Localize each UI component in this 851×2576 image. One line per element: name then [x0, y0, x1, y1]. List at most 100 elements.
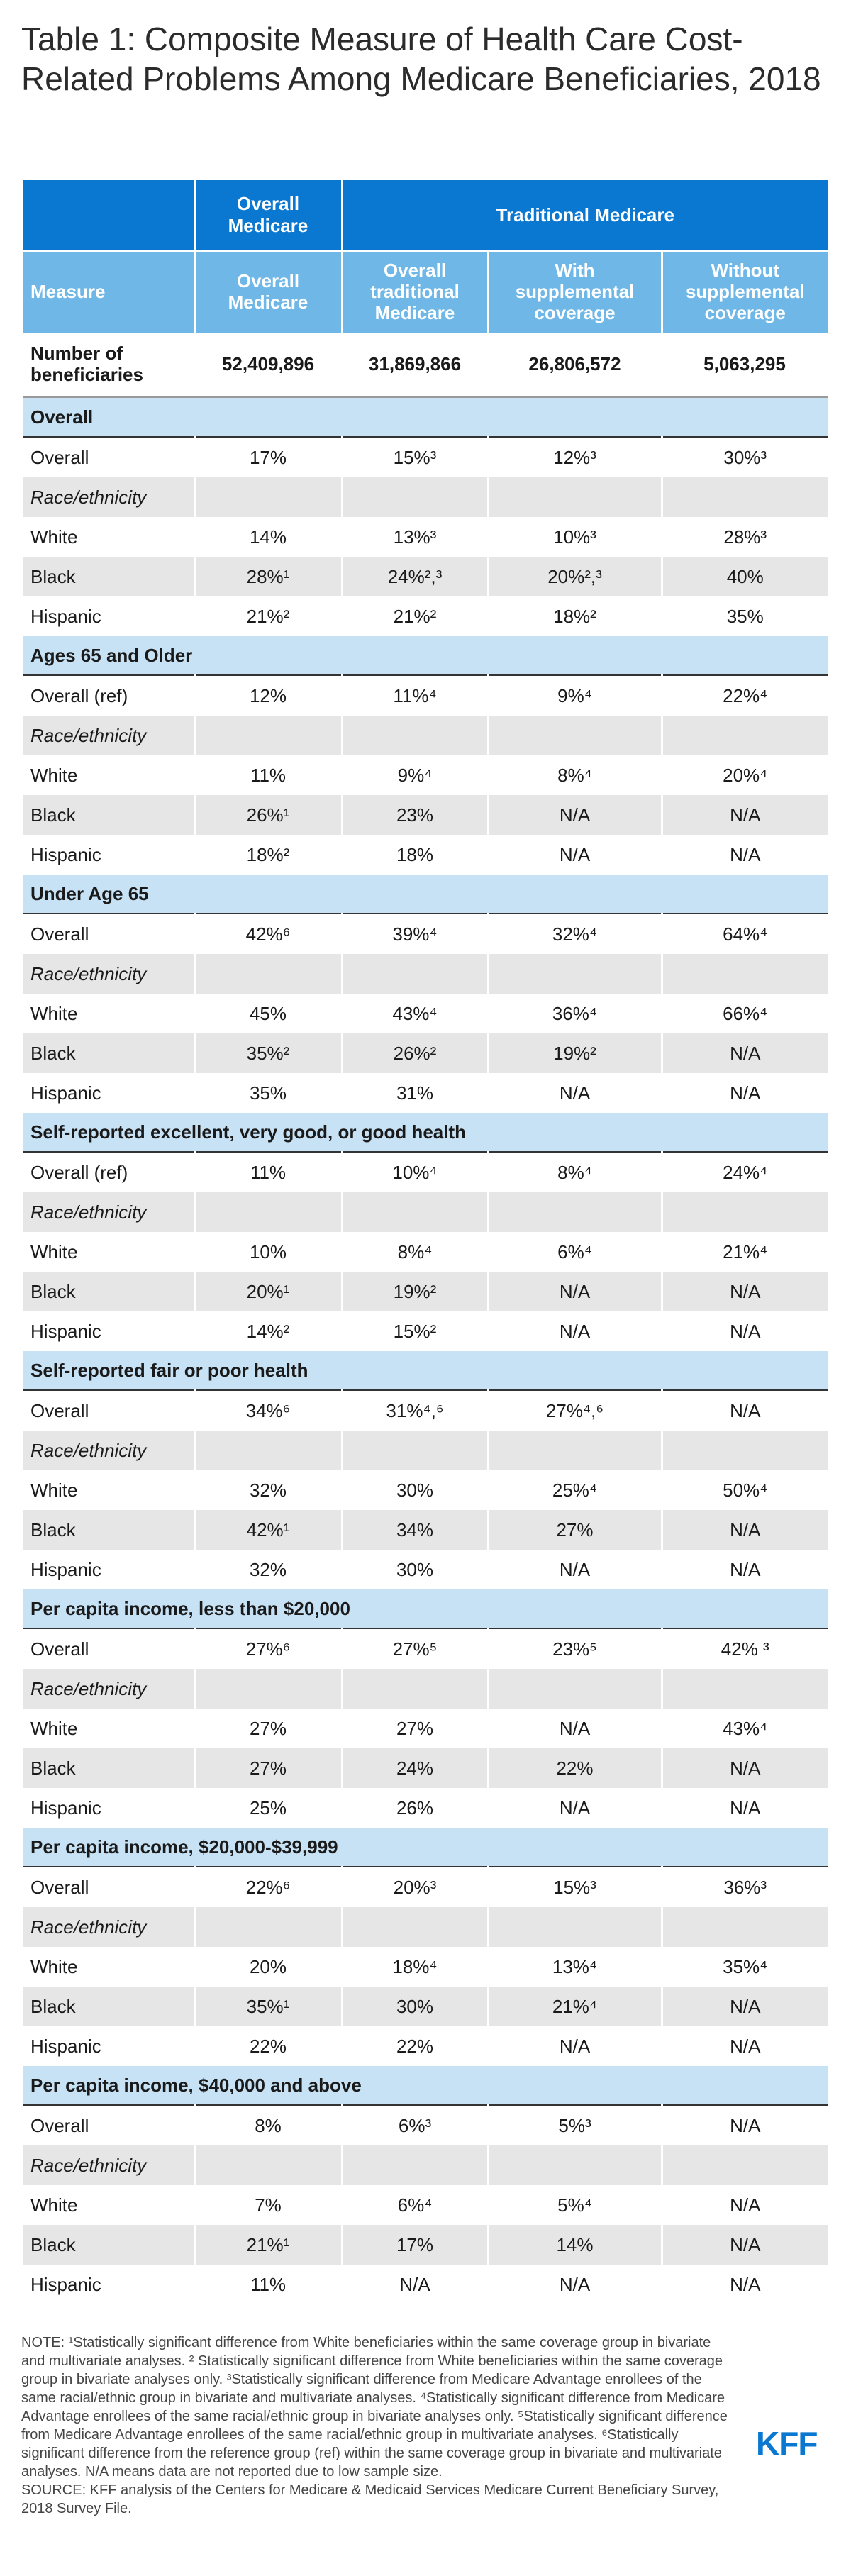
row-value: 42%⁶ — [193, 914, 342, 954]
row-value: 14% — [193, 517, 342, 557]
row-label: Black — [23, 795, 194, 835]
row-value: 27%⁶ — [193, 1628, 342, 1669]
section-title: Per capita income, less than $20,000 — [23, 1589, 828, 1629]
table-row: Race/ethnicity — [23, 716, 828, 755]
row-value: 12% — [193, 675, 342, 716]
row-label: Black — [23, 1987, 194, 2026]
row-value: 9%⁴ — [486, 675, 662, 716]
row-value: N/A — [660, 1748, 828, 1788]
row-label: White — [30, 526, 78, 548]
row-label: Overall (ref) — [30, 1161, 128, 1183]
row-value — [340, 716, 488, 755]
section-header-row: Self-reported fair or poor health — [23, 1351, 828, 1391]
beneficiaries-value: 5,063,295 — [662, 333, 828, 398]
row-value: 26%² — [340, 1033, 488, 1073]
header-columns-row: Measure Overall Medicare Overall traditi… — [23, 250, 828, 333]
row-label: Race/ethnicity — [23, 716, 194, 755]
row-label: Race/ethnicity — [23, 2145, 194, 2185]
row-label: Overall — [30, 1638, 89, 1660]
row-value: 13%⁴ — [486, 1947, 662, 1987]
column-header-with-supplemental: With supplemental coverage — [486, 250, 662, 333]
row-label: Black — [23, 2225, 194, 2265]
row-value: N/A — [660, 1390, 828, 1431]
row-value: 10%³ — [486, 517, 662, 557]
row-value: N/A — [486, 1311, 662, 1351]
section-header-row: Per capita income, $20,000-$39,999 — [23, 1828, 828, 1867]
row-value: 6%³ — [340, 2105, 488, 2145]
row-value — [660, 1669, 828, 1709]
row-value: N/A — [660, 2026, 828, 2066]
table-row: Hispanic 35% 31% N/A N/A — [23, 1073, 828, 1113]
section-header-row: Overall — [23, 397, 828, 438]
data-table: Overall Medicare Traditional Medicare Me… — [23, 180, 828, 2304]
table-row: Black 42%¹ 34% 27% N/A — [23, 1510, 828, 1550]
row-value: N/A — [660, 795, 828, 835]
row-label: Overall (ref) — [30, 684, 128, 706]
row-value: 12%³ — [486, 437, 662, 477]
table-row: White 20% 18%⁴ 13%⁴ 35%⁴ — [23, 1947, 828, 1987]
table-row: Overall (ref) 11% 10%⁴ 8%⁴ 24%⁴ — [23, 1152, 828, 1192]
row-value: 20% — [193, 1947, 342, 1987]
row-value: 30% — [340, 1470, 488, 1510]
row-value — [340, 1669, 488, 1709]
row-value: 50%⁴ — [660, 1470, 828, 1510]
row-value: 34%⁶ — [193, 1390, 342, 1431]
row-value: 21%⁴ — [486, 1987, 662, 2026]
row-value — [660, 1431, 828, 1470]
row-value: N/A — [660, 1987, 828, 2026]
row-label: Black — [23, 1272, 194, 1311]
row-value: 10%⁴ — [340, 1152, 488, 1192]
row-value — [660, 477, 828, 517]
column-header-without-supplemental: Without supplemental coverage — [660, 250, 828, 333]
row-label: Race/ethnicity — [23, 1192, 194, 1232]
row-value: 36%³ — [660, 1867, 828, 1907]
beneficiaries-row: Number of beneficiaries 52,409,896 31,86… — [23, 333, 828, 398]
row-value: 8% — [193, 2105, 342, 2145]
row-value: 14% — [486, 2225, 662, 2265]
row-value: 64%⁴ — [660, 914, 828, 954]
row-value: N/A — [660, 1311, 828, 1351]
row-value: 25% — [193, 1788, 342, 1828]
row-value: 26%¹ — [193, 795, 342, 835]
row-value: 42% ³ — [660, 1628, 828, 1669]
row-value — [486, 1669, 662, 1709]
row-value — [486, 1431, 662, 1470]
row-label: Hispanic — [30, 2273, 101, 2295]
row-value: 15%² — [340, 1311, 488, 1351]
table-row: White 10% 8%⁴ 6%⁴ 21%⁴ — [23, 1232, 828, 1272]
row-label: Hispanic — [30, 1082, 101, 1104]
row-value: 22%⁴ — [660, 675, 828, 716]
page-title: Table 1: Composite Measure of Health Car… — [21, 21, 821, 97]
beneficiaries-value: 26,806,572 — [488, 333, 662, 398]
table-row: Race/ethnicity — [23, 1669, 828, 1709]
row-value: 43%⁴ — [660, 1709, 828, 1748]
beneficiaries-label: Number of beneficiaries — [23, 333, 194, 398]
row-value: 45% — [193, 994, 342, 1033]
table-row: Race/ethnicity — [23, 2145, 828, 2185]
footnote-text: NOTE: ¹Statistically significant differe… — [21, 2335, 728, 2480]
row-label: Race/ethnicity — [23, 1669, 194, 1709]
table-row: Hispanic 14%² 15%² N/A N/A — [23, 1311, 828, 1351]
row-label: Race/ethnicity — [23, 954, 194, 994]
row-value: 11%⁴ — [340, 675, 488, 716]
row-value — [660, 2145, 828, 2185]
row-value — [193, 1669, 342, 1709]
section-header-row: Under Age 65 — [23, 875, 828, 914]
row-value: 27% — [193, 1748, 342, 1788]
row-value: 21%² — [340, 596, 488, 636]
row-value: 9%⁴ — [340, 755, 488, 795]
row-value: 66%⁴ — [660, 994, 828, 1033]
row-value: N/A — [486, 1073, 662, 1113]
table-row: Hispanic 11% N/A N/A N/A — [23, 2265, 828, 2304]
table-row: Black 27% 24% 22% N/A — [23, 1748, 828, 1788]
row-value: 8%⁴ — [340, 1232, 488, 1272]
row-value: 35%² — [193, 1033, 342, 1073]
row-value — [193, 1431, 342, 1470]
section-title: Ages 65 and Older — [23, 636, 828, 676]
table-row: Hispanic 32% 30% N/A N/A — [23, 1550, 828, 1589]
table-row: Black 26%¹ 23% N/A N/A — [23, 795, 828, 835]
row-value — [193, 2145, 342, 2185]
row-value: N/A — [660, 2265, 828, 2304]
row-label: Black — [23, 1510, 194, 1550]
row-label: Overall — [30, 2114, 89, 2136]
